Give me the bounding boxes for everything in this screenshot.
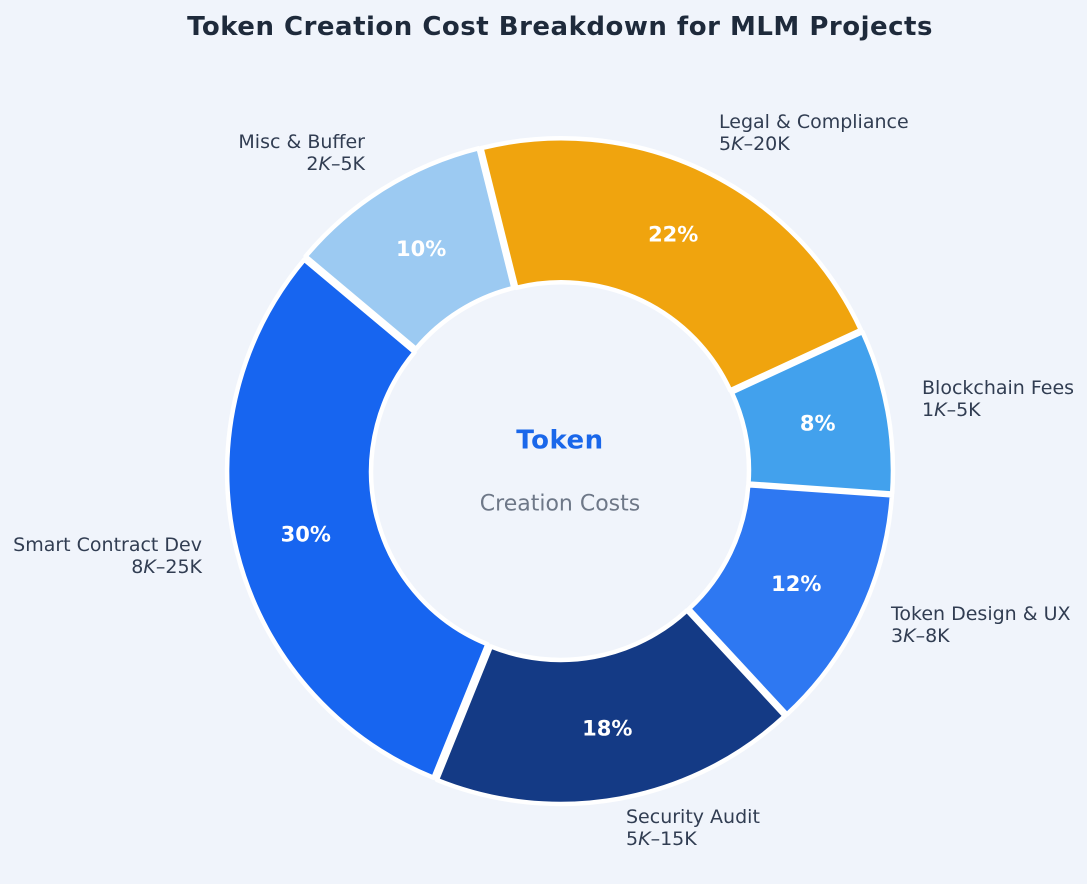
slice-name: Smart Contract Dev bbox=[13, 534, 202, 556]
chart-title: Token Creation Cost Breakdown for MLM Pr… bbox=[187, 12, 933, 42]
slice-name: Misc & Buffer bbox=[238, 131, 365, 153]
wedge-security-audit bbox=[434, 608, 788, 807]
slice-name: Blockchain Fees bbox=[922, 377, 1075, 399]
slice-range: 3K–8K bbox=[891, 625, 950, 647]
pct-label-misc-buffer: 10% bbox=[396, 237, 446, 261]
slice-range: 8K–25K bbox=[131, 556, 202, 578]
slice-label-token-design-ux: Token Design & UX 3K–8K bbox=[891, 603, 1071, 647]
slice-name: Security Audit bbox=[626, 806, 760, 828]
slice-label-security-audit: Security Audit 5K–15K bbox=[626, 806, 760, 850]
wedge-misc-buffer bbox=[303, 146, 516, 352]
slice-name: Legal & Compliance bbox=[719, 111, 909, 133]
slice-name: Token Design & UX bbox=[891, 603, 1071, 625]
slice-range: 5K–15K bbox=[626, 828, 697, 850]
slice-range: 5K–20K bbox=[719, 133, 790, 155]
pct-label-blockchain-fees: 8% bbox=[800, 412, 836, 436]
pct-label-security-audit: 18% bbox=[582, 717, 632, 741]
slice-label-blockchain-fees: Blockchain Fees 1K–5K bbox=[922, 377, 1074, 421]
slice-label-misc-buffer: Misc & Buffer 2K–5K bbox=[238, 131, 365, 175]
slice-label-smart-contract-dev: Smart Contract Dev 8K–25K bbox=[13, 534, 202, 578]
pct-label-legal-compliance: 22% bbox=[648, 223, 698, 247]
wedge-smart-contract-dev bbox=[224, 257, 490, 780]
slice-range: 2K–5K bbox=[306, 153, 365, 175]
wedge-token-design-ux bbox=[686, 483, 895, 717]
slice-range: 1K–5K bbox=[922, 399, 981, 421]
pct-label-token-design-ux: 12% bbox=[771, 572, 821, 596]
wedge-legal-compliance bbox=[479, 136, 864, 393]
slice-label-legal-compliance: Legal & Compliance 5K–20K bbox=[719, 111, 909, 155]
pct-label-smart-contract-dev: 30% bbox=[281, 522, 331, 546]
